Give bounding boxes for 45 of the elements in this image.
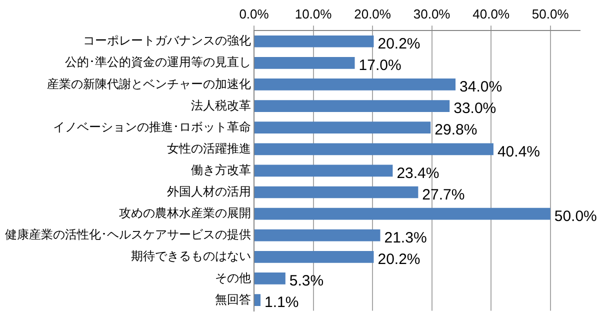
y-tick-label: コーポレートガバナンスの強化: [83, 34, 251, 48]
data-label: 20.2%: [378, 251, 420, 268]
bar: [254, 35, 374, 48]
bar: [254, 294, 261, 306]
y-tick-label: 女性の活躍推進: [167, 141, 251, 156]
y-tick-label: 外国人材の活用: [167, 184, 251, 199]
data-label: 27.7%: [422, 186, 465, 204]
x-tick-label: 10.0%: [294, 6, 332, 22]
data-label: 34.0%: [460, 78, 502, 96]
data-label: 23.4%: [396, 164, 440, 182]
y-tick-label: イノベーションの推進･ロボット革命: [53, 120, 251, 134]
data-label: 20.2%: [378, 36, 420, 53]
bar: [254, 122, 431, 134]
y-tick-label: 健康産業の活性化･ヘルスケアサービスの提供: [5, 228, 251, 242]
data-label: 50.0%: [554, 208, 597, 225]
data-label: 5.3%: [289, 272, 324, 290]
x-tick-label: 50.0%: [532, 6, 570, 22]
bar: [254, 164, 393, 177]
x-tick-label: 20.0%: [354, 6, 392, 22]
bar: [254, 250, 374, 263]
y-tick-label: 期待できるものはない: [131, 249, 251, 264]
bar: [254, 100, 450, 112]
x-tick-label: 40.0%: [472, 6, 510, 22]
x-tick-label: 30.0%: [413, 6, 451, 22]
bar: [254, 229, 380, 242]
bar: [254, 78, 456, 90]
bar: [254, 57, 355, 69]
data-label: 21.3%: [384, 230, 427, 246]
y-tick-label: 攻めの農林水産業の展開: [119, 206, 251, 220]
y-tick-label: その他: [215, 270, 251, 285]
y-tick-label: 公的･準公的資金の運用等の見直し: [65, 55, 251, 70]
y-tick-label: 無回答: [215, 292, 251, 306]
x-tick-label: 0.0%: [239, 6, 270, 22]
y-tick-label: 産業の新陳代謝とベンチャーの加速化: [47, 76, 251, 91]
y-tick-label: 法人税改革: [191, 98, 251, 112]
bar: [254, 272, 286, 284]
data-label: 33.0%: [454, 100, 496, 118]
bar: [254, 143, 494, 156]
data-label: 29.8%: [434, 122, 478, 139]
data-label: 17.0%: [358, 57, 402, 74]
y-tick-label: 働き方改革: [191, 163, 251, 178]
bar: [254, 208, 550, 220]
data-label: 40.4%: [497, 143, 540, 160]
bar: [254, 186, 418, 198]
data-label: 1.1%: [264, 294, 299, 312]
